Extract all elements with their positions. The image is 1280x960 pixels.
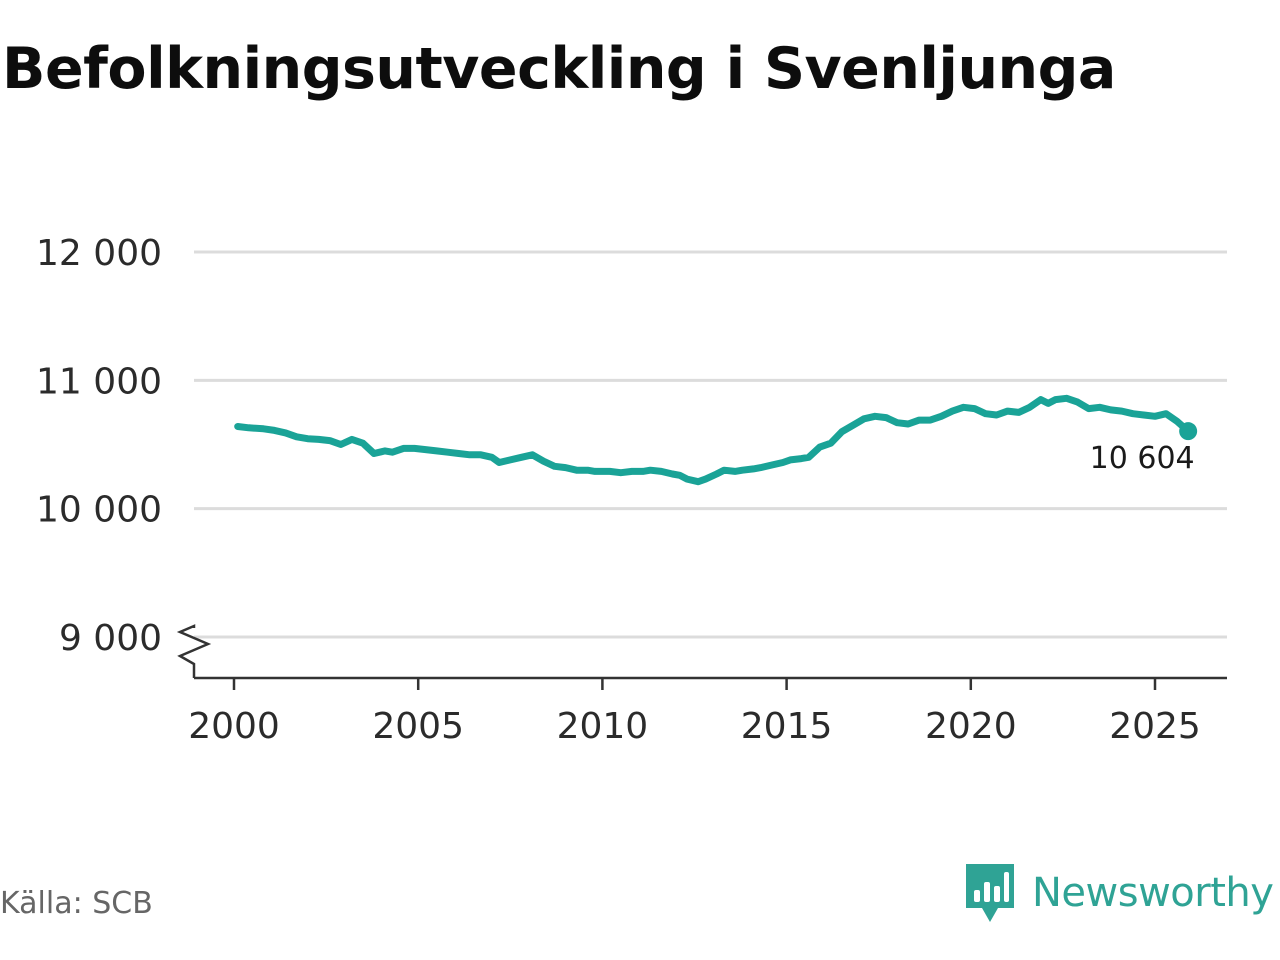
x-axis	[194, 676, 1227, 690]
y-tick-label: 11 000	[36, 361, 162, 402]
series-line	[234, 394, 1192, 486]
x-tick-label: 2020	[925, 706, 1017, 747]
end-point-marker	[1179, 422, 1198, 441]
x-tick-label: 2000	[188, 706, 280, 747]
y-tick-labels: 9 000 10 000 11 000 12 000	[36, 233, 162, 659]
grid-lines	[194, 250, 1227, 639]
x-tick-label: 2025	[1109, 706, 1201, 747]
x-tick-label: 2015	[741, 706, 833, 747]
chart-title: Befolkningsutveckling i Svenljunga	[2, 36, 1116, 102]
brand-logo[interactable]: Newsworthy	[964, 862, 1274, 924]
y-tick-label: 10 000	[36, 490, 162, 531]
x-tick-label: 2010	[557, 706, 649, 747]
end-point-layer: 10 604	[1090, 422, 1198, 476]
end-value-label: 10 604	[1090, 441, 1195, 476]
brand-name: Newsworthy	[1032, 870, 1274, 916]
series-layer	[234, 394, 1192, 486]
y-tick-label: 9 000	[59, 618, 162, 659]
x-tick-label: 2005	[372, 706, 464, 747]
y-axis-break-icon	[176, 624, 212, 678]
newsworthy-logo-icon	[966, 864, 1014, 922]
axis-break-zigzag	[176, 624, 212, 678]
x-tick-labels: 2000 2005 2010 2015 2020 2025	[188, 706, 1201, 747]
y-tick-label: 12 000	[36, 233, 162, 274]
source-label: Källa: SCB	[0, 886, 153, 921]
